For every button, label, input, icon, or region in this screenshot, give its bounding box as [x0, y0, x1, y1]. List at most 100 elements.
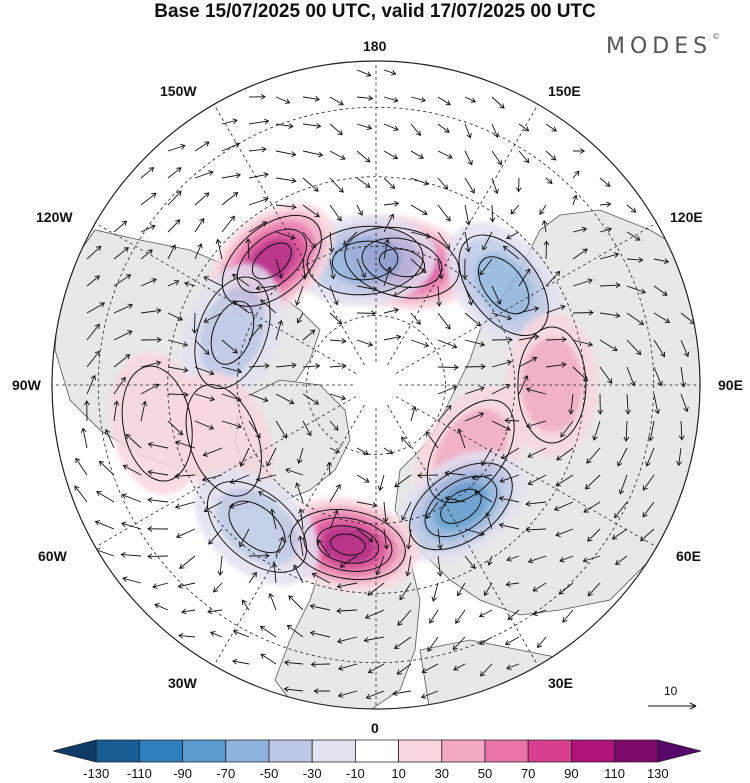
- wind-arrow: [86, 323, 100, 341]
- wind-arrow: [410, 258, 427, 274]
- wind-arrow: [301, 258, 308, 280]
- wind-arrow: [221, 191, 239, 206]
- wind-arrow: [587, 582, 601, 597]
- wind-arrow: [275, 123, 294, 129]
- colorbar-swatch: [182, 739, 227, 763]
- wind-arrow: [421, 663, 439, 674]
- wind-arrow: [296, 312, 304, 324]
- wind-arrow: [302, 329, 316, 341]
- modes-logo: MODES©: [606, 32, 720, 59]
- wind-arrow: [140, 307, 162, 314]
- wind-arrow: [309, 630, 331, 638]
- wind-arrow: [86, 302, 106, 314]
- anomaly-negative-11: [194, 468, 320, 585]
- wind-arrow: [383, 69, 397, 76]
- wind-arrow: [86, 245, 102, 260]
- wind-arrow: [122, 576, 142, 584]
- wind-arrow: [275, 319, 284, 341]
- wind-arrow: [525, 526, 547, 533]
- wind-arrow: [653, 366, 663, 387]
- wind-arrow: [329, 420, 339, 431]
- wind-arrow: [367, 663, 385, 674]
- anomaly-negative-4: [182, 263, 283, 403]
- wind-arrow: [545, 150, 557, 161]
- wind-arrow: [329, 285, 339, 306]
- wind-arrow: [194, 243, 203, 260]
- wind-arrow: [336, 636, 358, 644]
- colorbar-swatch: [441, 739, 486, 763]
- wind-arrow: [167, 219, 181, 233]
- wind-arrow: [417, 472, 439, 479]
- wind-arrow: [167, 366, 189, 373]
- wind-arrow: [383, 307, 400, 314]
- wind-arrow: [510, 204, 520, 215]
- wind-arrow: [437, 150, 453, 159]
- wind-arrow: [194, 339, 210, 356]
- wind-arrow: [96, 491, 115, 503]
- wind-arrow: [302, 363, 321, 369]
- wind-arrow: [487, 555, 493, 566]
- wind-arrow: [175, 440, 196, 449]
- wind-arrow: [525, 420, 547, 429]
- wind-arrow: [275, 96, 291, 104]
- contour-line: [121, 365, 193, 482]
- wind-arrow: [539, 204, 547, 215]
- wind-arrow: [383, 123, 399, 132]
- wind-arrow: [536, 636, 547, 649]
- wind-arrow: [245, 238, 252, 260]
- wind-arrow: [336, 608, 358, 614]
- wind-arrow: [464, 528, 486, 537]
- wind-arrow: [167, 167, 182, 179]
- wind-arrow: [356, 447, 369, 455]
- wind-arrow: [383, 334, 402, 341]
- wind-arrow: [329, 363, 347, 369]
- reference-vector-label: 10: [664, 684, 678, 698]
- wind-arrow: [483, 582, 493, 597]
- wind-arrow: [410, 204, 428, 215]
- wind-arrow: [140, 400, 148, 422]
- wind-arrow: [83, 400, 90, 422]
- wind-arrow: [518, 306, 540, 314]
- wind-arrow: [558, 582, 574, 595]
- wind-arrow: [572, 148, 586, 154]
- wind-arrow: [74, 485, 88, 503]
- colorbar-tick-label: 90: [564, 766, 579, 781]
- wind-arrow: [444, 495, 466, 503]
- wind-arrow: [329, 258, 336, 280]
- wind-arrow: [122, 464, 142, 476]
- wind-arrow: [599, 252, 620, 260]
- wind-arrow: [302, 393, 320, 405]
- wind-arrow: [356, 339, 374, 347]
- wind-arrow: [626, 339, 642, 356]
- wind-arrow: [597, 393, 604, 415]
- latitude-circle: [306, 315, 446, 455]
- contour-line: [289, 509, 406, 581]
- colorbar-swatch: [268, 739, 313, 763]
- wind-arrow: [356, 95, 374, 102]
- wind-arrow: [329, 96, 344, 106]
- wind-arrow: [572, 309, 594, 316]
- wind-arrow: [258, 491, 277, 503]
- label-30e: 30E: [548, 675, 573, 691]
- wind-arrow: [140, 224, 156, 233]
- wind-arrow: [491, 150, 502, 166]
- contour-line: [378, 248, 426, 278]
- wind-arrow: [275, 177, 297, 184]
- wind-arrow: [437, 385, 458, 395]
- wind-arrow: [429, 609, 439, 624]
- wind-arrow: [167, 391, 189, 398]
- wind-arrow: [329, 509, 339, 530]
- label-60w: 60W: [38, 548, 67, 564]
- wind-arrow: [617, 447, 628, 467]
- contour-line: [221, 214, 322, 307]
- wind-arrow: [113, 354, 131, 368]
- wind-arrow: [464, 386, 485, 395]
- wind-arrow: [147, 469, 169, 476]
- wind-arrow: [410, 339, 430, 348]
- wind-arrow: [504, 417, 520, 424]
- latitude-circle: [167, 176, 585, 594]
- wind-arrow: [623, 420, 630, 442]
- wind-arrow: [545, 361, 567, 368]
- wind-arrow: [491, 177, 499, 195]
- wind-arrow: [498, 495, 520, 503]
